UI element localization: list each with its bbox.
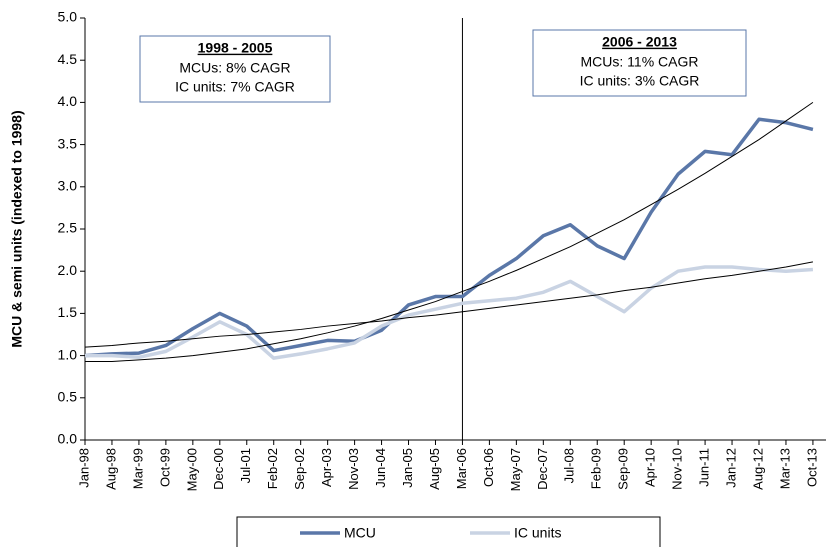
x-tick-label: Aug-05 (427, 448, 442, 490)
x-tick-label: Mar-13 (777, 448, 792, 489)
x-tick-label: Mar-99 (130, 448, 145, 489)
y-tick-label: 0.5 (58, 389, 78, 405)
x-tick-label: May-07 (508, 448, 523, 491)
x-tick-label: Feb-09 (589, 448, 604, 489)
y-tick-label: 3.0 (58, 178, 78, 194)
x-tick-label: Jan-98 (76, 448, 91, 488)
legend-label: IC units (514, 525, 561, 541)
trend-line (85, 101, 814, 363)
y-tick-label: 3.5 (58, 135, 78, 151)
x-tick-label: Jan-12 (723, 448, 738, 488)
x-tick-label: Dec-07 (535, 448, 550, 490)
x-tick-label: Oct-06 (481, 448, 496, 487)
annotation-box (532, 29, 747, 97)
x-tick-label: Dec-00 (211, 448, 226, 490)
annotation-title: 1998 - 2005 (198, 40, 273, 56)
x-tick-label: Apr-10 (643, 448, 658, 487)
annotation-box (139, 35, 331, 103)
x-tick-label: Nov-10 (670, 448, 685, 490)
y-tick-label: 4.5 (58, 51, 78, 67)
x-tick-label: Jul-01 (238, 448, 253, 483)
y-axis-label: MCU & semi units (indexed to 1998) (9, 110, 25, 347)
trend-line (84, 261, 814, 348)
x-tick-label: Aug-12 (750, 448, 765, 490)
legend-label: MCU (344, 525, 376, 541)
y-tick-label: 2.5 (58, 220, 78, 236)
x-tick-label: Sep-02 (292, 448, 307, 490)
y-tick-label: 2.0 (58, 262, 78, 278)
annotation-line: IC units: 7% CAGR (175, 79, 295, 95)
series-line (84, 117, 814, 358)
y-tick-label: 1.5 (58, 304, 78, 320)
y-tick-label: 1.0 (58, 346, 78, 362)
annotation-line: MCUs: 8% CAGR (179, 60, 290, 76)
x-tick-label: Oct-13 (804, 448, 819, 487)
x-tick-label: Apr-03 (319, 448, 334, 487)
x-tick-label: Aug-98 (103, 448, 118, 490)
series-line (85, 265, 814, 360)
x-tick-label: Jan-05 (400, 448, 415, 488)
x-tick-label: May-00 (184, 448, 199, 491)
x-tick-label: Jun-11 (697, 448, 712, 487)
x-tick-label: Sep-09 (616, 448, 631, 490)
x-tick-label: Feb-02 (265, 448, 280, 489)
y-tick-label: 4.0 (58, 93, 78, 109)
y-tick-label: 0.0 (58, 431, 78, 447)
y-tick-label: 5.0 (58, 9, 78, 25)
annotation-line: IC units: 3% CAGR (580, 73, 700, 89)
x-tick-label: Jun-04 (373, 448, 388, 488)
x-tick-label: Nov-03 (346, 448, 361, 490)
x-tick-label: Mar-06 (454, 448, 469, 489)
annotation-title: 2006 - 2013 (602, 34, 677, 50)
x-tick-label: Oct-99 (157, 448, 172, 487)
x-tick-label: Jul-08 (562, 448, 577, 483)
annotation-line: MCUs: 11% CAGR (581, 54, 699, 70)
